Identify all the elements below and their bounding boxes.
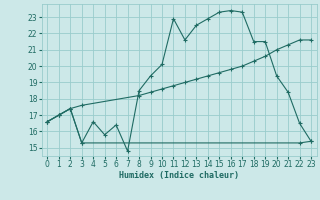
X-axis label: Humidex (Indice chaleur): Humidex (Indice chaleur) — [119, 171, 239, 180]
